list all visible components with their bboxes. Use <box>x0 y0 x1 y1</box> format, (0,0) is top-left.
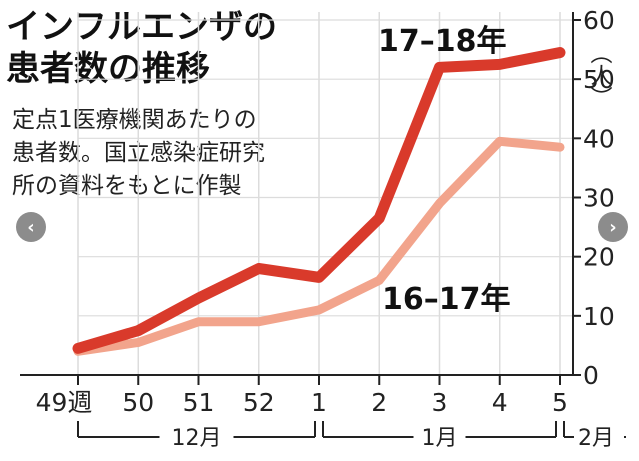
x-tick-label: 2 <box>371 388 387 417</box>
y-tick-label: 60 <box>583 6 615 35</box>
data-point <box>77 347 79 350</box>
data-point <box>559 51 561 54</box>
title-line-1: インフルエンザの <box>6 7 277 47</box>
x-tick-label: 3 <box>432 388 448 417</box>
data-point <box>498 63 501 66</box>
series-label-1: 17–18年 <box>378 24 507 59</box>
y-tick-label: 40 <box>583 124 615 153</box>
next-image-button[interactable]: › <box>598 212 628 242</box>
y-tick-label: 30 <box>583 184 615 213</box>
series-labels: 17–18年 16–17年 <box>378 24 511 317</box>
x-tick-label: 51 <box>183 388 215 417</box>
title-line-2: 患者数の推移 <box>6 49 210 89</box>
x-tick-label: 1 <box>311 388 327 417</box>
month-brackets: 12月 1月 2月 <box>77 421 626 451</box>
y-tick-labels: 0 10 20 30 40 50 60 （人） <box>583 6 615 390</box>
data-point <box>318 308 320 311</box>
x-tick-label: 49週 <box>36 388 93 417</box>
x-tick-labels: 49週 50 51 52 1 2 3 4 5 <box>36 388 568 417</box>
data-point <box>378 217 381 220</box>
prev-image-button[interactable]: ‹ <box>16 212 46 242</box>
y-unit-label: （人） <box>587 42 613 108</box>
y-tick-label: 0 <box>583 361 599 390</box>
y-tick-label: 20 <box>583 243 615 272</box>
data-point <box>257 320 260 323</box>
data-point <box>197 297 200 300</box>
data-point <box>318 276 320 279</box>
y-tick-label: 10 <box>583 302 615 331</box>
data-point <box>137 329 140 332</box>
x-tick-label: 4 <box>492 388 508 417</box>
note-line-1: 定点1医療機関あたりの <box>12 107 257 133</box>
data-point <box>438 66 441 69</box>
note-line-3: 所の資料をもとに作製 <box>12 173 242 199</box>
x-tick-label: 52 <box>243 388 275 417</box>
data-point <box>378 279 381 282</box>
data-point <box>438 202 441 205</box>
data-point <box>257 267 260 270</box>
month-label: 2月 <box>578 426 614 451</box>
axes <box>20 12 581 385</box>
y-tick-label: 50 <box>583 65 615 94</box>
data-point <box>559 146 561 149</box>
data-point <box>137 341 140 344</box>
series-label-2: 16–17年 <box>382 282 511 317</box>
data-point <box>197 320 200 323</box>
x-tick-label: 5 <box>552 388 568 417</box>
month-label: 12月 <box>172 426 222 451</box>
data-point <box>498 140 501 143</box>
x-tick-label: 50 <box>122 388 154 417</box>
month-label: 1月 <box>422 426 458 451</box>
series-lines <box>72 47 566 356</box>
chart-title: インフルエンザの 患者数の推移 <box>6 7 277 89</box>
